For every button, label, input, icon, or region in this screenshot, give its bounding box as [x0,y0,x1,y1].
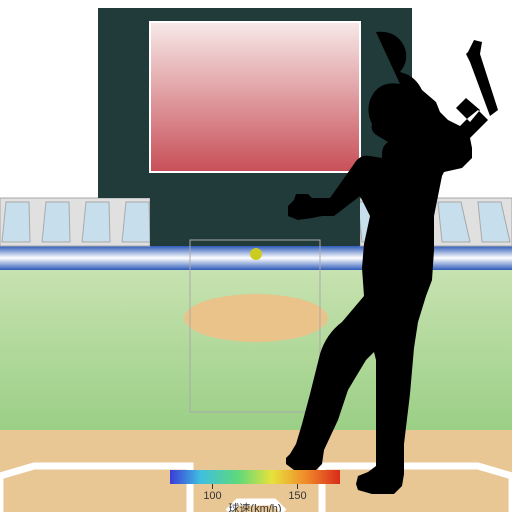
baseball-infographic: 100 150 球速(km/h) [0,0,512,512]
scene-svg: 100 150 球速(km/h) [0,0,512,512]
svg-text:150: 150 [288,490,306,502]
scoreboard-panel [150,22,360,172]
svg-text:100: 100 [203,490,221,502]
scale-label: 球速(km/h) [228,501,281,512]
pitch-location-marker [250,248,262,260]
pitchers-mound [184,294,328,342]
